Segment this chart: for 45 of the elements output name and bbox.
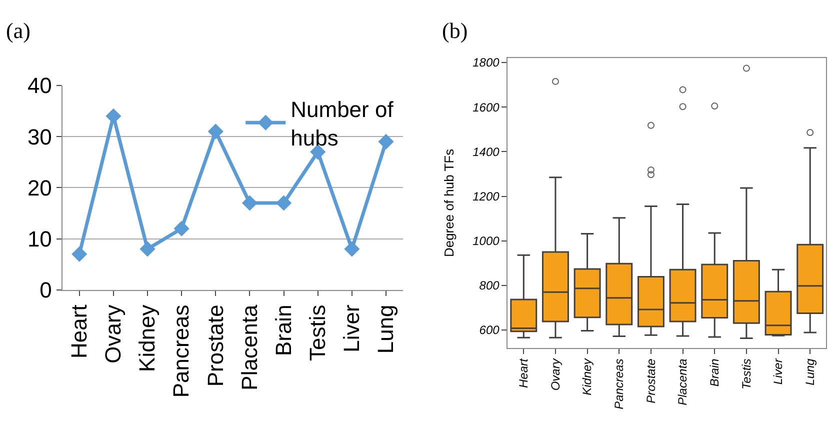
x-tick-label: Brain: [270, 304, 296, 356]
y-tick-label: 10: [27, 226, 52, 252]
y-tick-label: 20: [27, 175, 52, 200]
chart-title: (a): [6, 18, 30, 43]
y-tick-label: 1800: [472, 56, 500, 70]
point: [276, 195, 292, 211]
x-tick-label: Ovary: [100, 304, 126, 364]
x-tick-label: Lung: [373, 304, 398, 354]
x-tick-label: Placenta: [676, 358, 690, 406]
point: [106, 108, 122, 124]
y-axis-title: Degree of hub TFs: [442, 148, 457, 258]
point: [174, 220, 190, 236]
y-tick-label: 1600: [472, 100, 500, 114]
x-tick-label: Prostate: [644, 358, 658, 404]
x-tick-label: Heart: [66, 304, 92, 358]
point: [72, 246, 88, 262]
y-tick-label: 800: [479, 278, 500, 293]
x-tick-label: Liver: [771, 358, 786, 385]
x-tick-label: Placenta: [236, 304, 262, 390]
chart-title: (b): [442, 18, 468, 43]
legend-label: Number of hubs: [290, 96, 394, 150]
x-tick-label: Testis: [739, 358, 754, 390]
y-tick-label: 30: [27, 124, 52, 150]
point: [344, 241, 360, 257]
y-tick-label: 40: [27, 73, 52, 98]
x-tick-label: Ovary: [548, 358, 562, 391]
y-tick-label: 1000: [472, 234, 500, 248]
x-tick-label: Prostate: [202, 304, 228, 387]
x-tick-label: Lung: [803, 358, 817, 386]
point: [242, 195, 258, 211]
x-tick-label: Kidney: [134, 304, 160, 372]
point: [140, 241, 156, 257]
x-tick-label: Heart: [516, 358, 531, 388]
x-tick-label: Pancreas: [612, 358, 626, 410]
x-tick-label: Pancreas: [168, 304, 194, 398]
y-tick-label: 1400: [472, 144, 500, 159]
x-tick-label: Kidney: [580, 358, 594, 396]
x-tick-label: Liver: [339, 304, 364, 352]
x-tick-label: Testis: [305, 304, 330, 361]
y-tick-label: 0: [40, 278, 52, 303]
point: [378, 134, 394, 150]
point: [208, 124, 224, 140]
y-tick-label: 600: [479, 323, 500, 338]
y-tick-label: 1200: [472, 189, 500, 204]
x-tick-label: Brain: [708, 358, 722, 387]
